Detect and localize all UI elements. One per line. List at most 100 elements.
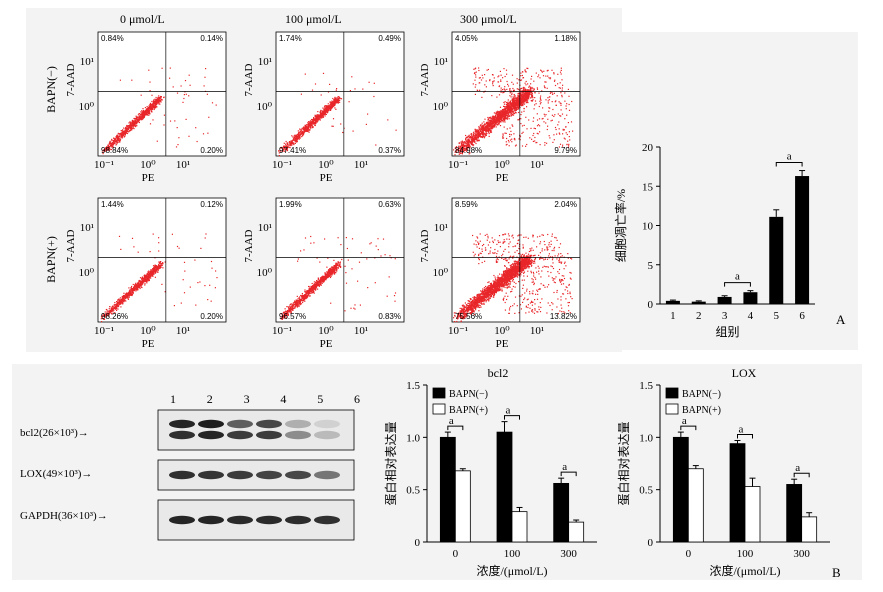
blot-band xyxy=(256,419,282,429)
flow-x-tick: 10⁻¹ xyxy=(448,159,468,171)
flow-x-tick: 10¹ xyxy=(176,159,190,171)
blot-band xyxy=(314,515,340,525)
y-tick-label: 20 xyxy=(642,142,654,154)
flow-x-axis-label: PE xyxy=(142,172,155,184)
flow-dots xyxy=(100,233,218,323)
quadrant-ur-value: 0.49% xyxy=(378,34,401,43)
y-axis-label: 蛋白相对表达量 xyxy=(616,421,631,505)
blot-band xyxy=(285,470,311,480)
flow-y-axis-label: 7-AAD xyxy=(65,63,77,96)
bar xyxy=(687,468,704,543)
lane-label: 4 xyxy=(280,392,287,406)
quadrant-ll-value: 98.26% xyxy=(101,312,128,321)
blot-band xyxy=(285,419,311,429)
lane-label: 5 xyxy=(317,392,324,406)
quadrant-ul-value: 1.74% xyxy=(279,34,302,43)
flow-dots xyxy=(102,67,217,155)
flow-dots xyxy=(278,72,397,157)
blot-band xyxy=(169,430,195,440)
chart-title: bcl2 xyxy=(488,366,509,380)
flow-plot-frame xyxy=(275,31,405,157)
lane-label: 3 xyxy=(243,392,250,406)
significance-label: a xyxy=(682,415,687,427)
significance-bracket xyxy=(504,415,520,420)
quadrant-ll-value: 97.41% xyxy=(279,146,306,155)
blot-band xyxy=(256,515,282,525)
bar xyxy=(769,216,784,304)
quadrant-ul-value: 0.84% xyxy=(101,34,124,43)
bcl2-blot-frame xyxy=(157,409,355,451)
y-tick-label: 1.5 xyxy=(406,380,420,392)
bar xyxy=(454,470,471,543)
flow-y-axis-label: 7-AAD xyxy=(65,229,77,262)
x-axis-label: 浓度/(μmol/L) xyxy=(476,563,547,578)
flow-x-tick: 10¹ xyxy=(530,325,544,337)
x-tick-label: 100 xyxy=(504,548,521,560)
blot-band xyxy=(227,515,253,525)
bar xyxy=(568,521,585,543)
flow-x-tick: 10⁻¹ xyxy=(94,159,114,171)
y-tick-label: 0.5 xyxy=(406,485,420,497)
flow-x-tick: 10⁻¹ xyxy=(94,325,114,337)
blot-band xyxy=(314,470,340,480)
bar xyxy=(553,482,570,543)
bar xyxy=(743,292,758,304)
legend-label: BAPN(+) xyxy=(682,405,721,416)
bar xyxy=(744,486,761,543)
blot-band xyxy=(198,419,224,429)
legend-swatch xyxy=(432,387,446,399)
bar xyxy=(801,516,818,543)
legend-label: BAPN(−) xyxy=(449,389,488,400)
flow-y-tick: 10¹ xyxy=(434,222,448,234)
bar xyxy=(729,443,746,543)
y-axis-label: 蛋白相对表达量 xyxy=(383,421,398,505)
flow-y-tick: 10⁰ xyxy=(79,101,95,113)
y-tick-label: 0 xyxy=(648,537,654,549)
col-title-0: 0 μmol/L xyxy=(120,12,165,26)
legend-label: BAPN(+) xyxy=(449,405,488,416)
y-tick-label: 0.5 xyxy=(639,485,653,497)
flow-x-tick: 10⁰ xyxy=(318,325,334,337)
flow-y-tick: 10¹ xyxy=(434,56,448,68)
significance-label: a xyxy=(449,415,454,427)
y-tick-label: 1.0 xyxy=(406,432,420,444)
flow-x-tick: 10⁰ xyxy=(140,325,156,337)
blot-band xyxy=(314,430,340,440)
blot-band xyxy=(198,430,224,440)
significance-label: a xyxy=(787,151,792,163)
flow-x-tick: 10¹ xyxy=(176,325,190,337)
y-tick-label: 0 xyxy=(648,299,654,311)
x-tick-label: 3 xyxy=(722,310,728,322)
quadrant-ur-value: 0.14% xyxy=(200,34,223,43)
blot-band xyxy=(227,430,253,440)
bar xyxy=(691,301,706,304)
lane-label: 6 xyxy=(353,392,360,406)
flow-x-axis-label: PE xyxy=(320,338,333,350)
blot-band xyxy=(314,419,340,429)
band-label-bcl2: bcl2(26×10³)→ xyxy=(20,427,89,439)
quadrant-ul-value: 4.05% xyxy=(455,34,478,43)
western-blot: 1 2 3 4 5 6 bcl2(26×10³)→ LOX(49×10³)→ G… xyxy=(20,392,365,542)
flow-x-axis-label: PE xyxy=(320,172,333,184)
flow-x-tick: 10⁰ xyxy=(494,325,510,337)
x-tick-label: 1 xyxy=(670,310,676,322)
quadrant-ur-value: 2.04% xyxy=(554,200,577,209)
col-title-300: 300 μmol/L xyxy=(460,12,517,26)
bar xyxy=(672,436,689,543)
quadrant-ur-value: 0.63% xyxy=(378,200,401,209)
bar xyxy=(786,484,803,543)
x-tick-label: 100 xyxy=(737,548,754,560)
blot-band xyxy=(256,470,282,480)
significance-label: a xyxy=(795,462,800,474)
quadrant-lr-value: 0.37% xyxy=(378,146,401,155)
blot-band xyxy=(198,470,224,480)
flow-x-tick: 10⁻¹ xyxy=(272,325,292,337)
significance-bracket xyxy=(724,282,751,287)
quadrant-ur-value: 0.12% xyxy=(200,200,223,209)
blot-band xyxy=(227,419,253,429)
y-tick-label: 1.0 xyxy=(639,432,653,444)
significance-label: a xyxy=(506,405,511,417)
significance-bracket xyxy=(775,162,803,167)
flow-y-tick: 10¹ xyxy=(258,222,272,234)
